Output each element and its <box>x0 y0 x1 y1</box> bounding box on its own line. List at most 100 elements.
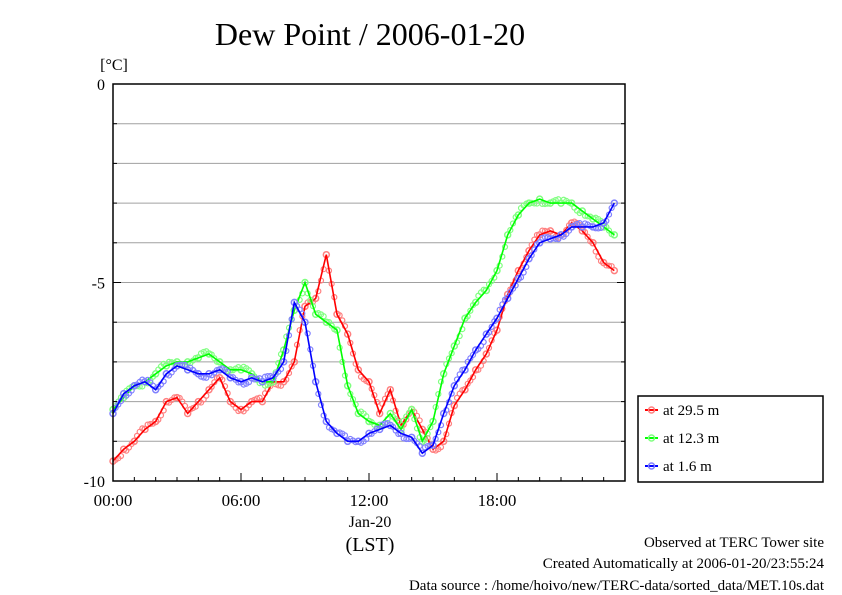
x-tick-label: 18:00 <box>478 491 517 510</box>
data-point <box>301 278 309 287</box>
data-point <box>471 346 480 354</box>
x-tick-label: 00:00 <box>94 491 133 510</box>
sample-point <box>467 307 474 314</box>
data-point <box>375 425 384 434</box>
data-point <box>578 207 587 215</box>
data-point <box>226 374 235 382</box>
data-point <box>450 381 459 390</box>
data-point <box>514 274 523 283</box>
y-axis-ticks: 0 -5 -10 <box>84 77 625 491</box>
data-point <box>386 385 395 394</box>
series-line <box>112 198 615 444</box>
legend-item-at-1-6-m: at 1.6 m <box>645 459 712 475</box>
series-line <box>112 202 616 455</box>
data-point <box>610 266 619 275</box>
series-layer <box>109 195 619 465</box>
legend-swatch-marker <box>647 406 656 414</box>
legend-box <box>637 395 824 483</box>
x-axis-ticks: 00:00 06:00 12:00 18:00 <box>94 473 626 510</box>
data-point <box>610 199 619 207</box>
y-tick-label: -10 <box>84 474 105 491</box>
sample-point <box>208 383 215 390</box>
data-point <box>130 437 139 446</box>
data-point <box>471 366 480 374</box>
data-point <box>493 314 501 322</box>
data-point <box>258 378 267 386</box>
data-point <box>461 385 469 394</box>
sample-point <box>485 344 493 352</box>
legend-item-at-29-5-m: at 29.5 m <box>645 403 720 419</box>
data-source-note: Data source : /home/hoivo/new/TERC-data/… <box>408 578 824 594</box>
sample-point <box>507 226 514 234</box>
data-point <box>450 401 459 410</box>
x-tick-label: 06:00 <box>222 491 261 510</box>
data-point <box>610 231 619 239</box>
data-point <box>514 211 523 219</box>
series-at-29-5-m <box>109 218 619 465</box>
data-point <box>589 239 597 247</box>
data-point <box>141 425 149 434</box>
data-point <box>482 350 491 358</box>
legend: at 29.5 m at 12.3 m at 1.6 m <box>637 395 824 483</box>
data-point <box>503 294 512 303</box>
data-point <box>173 393 181 402</box>
data-point <box>354 366 363 374</box>
sample-point <box>224 368 231 376</box>
data-point <box>482 286 491 295</box>
data-point <box>365 417 373 426</box>
legend-swatch-marker <box>647 434 656 442</box>
observed-note: Observed at TERC Tower site <box>643 535 824 551</box>
series-line <box>112 221 615 462</box>
sample-point <box>488 323 495 330</box>
legend-label: at 1.6 m <box>663 459 712 475</box>
legend-item-at-12-3-m: at 12.3 m <box>645 431 720 447</box>
sample-point <box>200 374 207 381</box>
x-date-label: Jan-20 <box>349 514 392 531</box>
data-point <box>215 358 224 366</box>
data-point <box>343 330 352 338</box>
data-point <box>365 429 373 438</box>
sample-point <box>341 432 349 439</box>
data-point <box>397 429 405 438</box>
sample-point <box>584 233 591 240</box>
data-point <box>535 239 544 247</box>
sample-point <box>427 424 434 431</box>
data-point <box>578 227 587 235</box>
data-point <box>535 195 544 203</box>
data-point <box>461 366 469 374</box>
data-point <box>429 441 437 450</box>
legend-label: at 12.3 m <box>663 431 720 447</box>
data-point <box>205 350 213 358</box>
legend-swatch-marker <box>647 462 656 470</box>
data-point <box>130 381 139 390</box>
data-point <box>493 326 501 334</box>
grid-lines <box>113 123 625 442</box>
data-point <box>375 409 384 418</box>
sample-point <box>240 381 247 388</box>
data-point <box>365 378 373 386</box>
data-point <box>279 346 288 354</box>
data-point <box>471 298 480 307</box>
sample-point <box>275 382 282 389</box>
chart-title: Dew Point / 2006-01-20 <box>215 16 525 52</box>
sample-point <box>320 313 327 320</box>
y-axis-label: [°C] <box>100 57 128 74</box>
sample-point <box>595 225 602 232</box>
data-point <box>418 449 427 457</box>
legend-label: at 29.5 m <box>663 403 720 419</box>
x-tick-label: 12:00 <box>350 491 389 510</box>
data-point <box>407 405 416 414</box>
x-axis-label: (LST) <box>346 534 395 556</box>
data-point <box>439 437 448 446</box>
data-point <box>503 231 512 239</box>
series-at-1-6-m <box>109 199 619 457</box>
y-tick-label: -5 <box>92 276 105 293</box>
data-point <box>194 397 203 406</box>
data-point <box>322 318 331 326</box>
sample-point <box>528 252 535 259</box>
sample-point <box>437 444 445 451</box>
data-point <box>493 266 501 275</box>
sample-point <box>363 436 370 443</box>
y-tick-label: 0 <box>97 77 105 94</box>
